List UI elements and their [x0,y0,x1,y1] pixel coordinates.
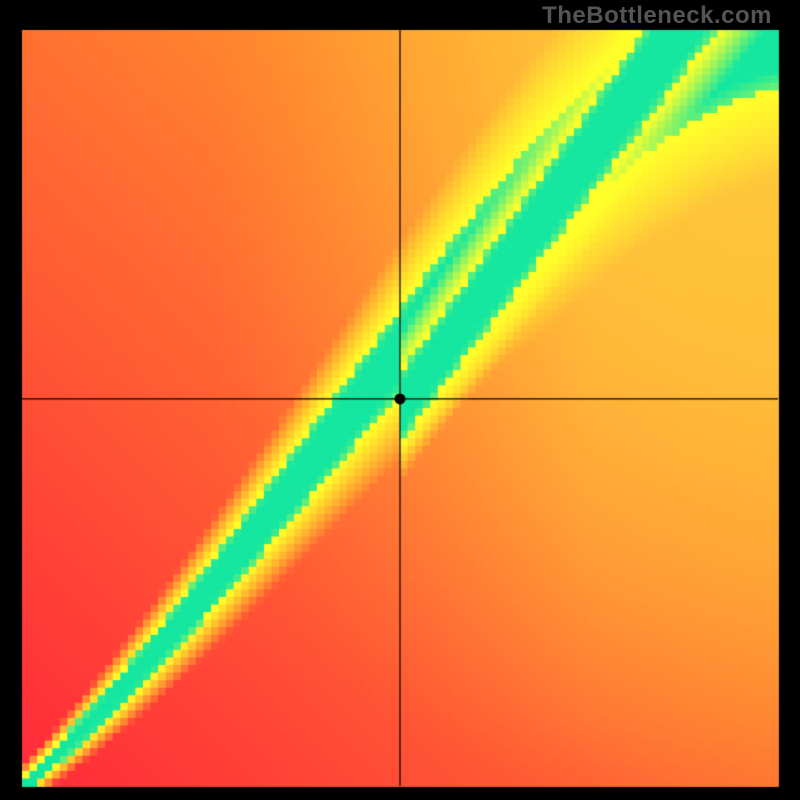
chart-container: TheBottleneck.com [0,0,800,800]
heatmap-canvas [0,0,800,800]
watermark-text: TheBottleneck.com [542,2,772,30]
